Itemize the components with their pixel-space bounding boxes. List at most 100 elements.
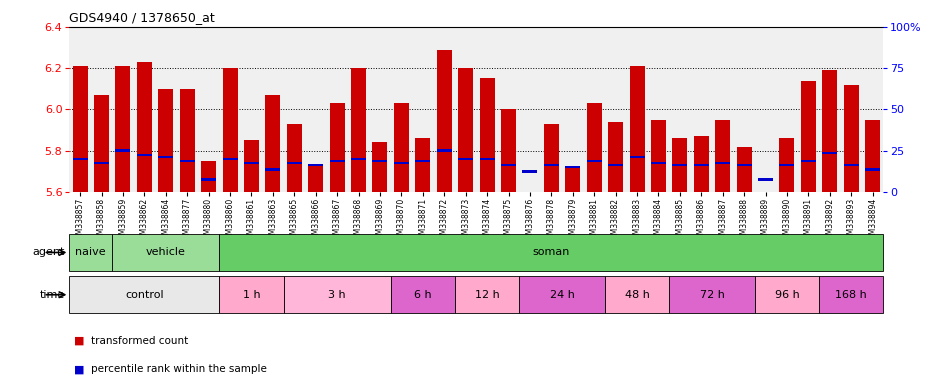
Bar	[437, 149, 451, 152]
Bar	[736, 147, 752, 192]
Bar	[329, 103, 345, 192]
Bar	[586, 103, 601, 192]
Bar	[479, 78, 495, 192]
Bar	[437, 50, 451, 192]
Bar	[158, 156, 173, 158]
Bar	[219, 234, 883, 271]
Bar	[265, 168, 280, 170]
Bar	[116, 66, 130, 192]
Text: 168 h: 168 h	[835, 290, 867, 300]
Bar	[394, 103, 409, 192]
Text: 72 h: 72 h	[699, 290, 724, 300]
Text: time: time	[40, 290, 65, 300]
Bar	[630, 156, 645, 158]
Bar	[608, 164, 623, 166]
Bar	[390, 276, 455, 313]
Bar	[822, 152, 837, 154]
Text: agent: agent	[32, 247, 65, 258]
Bar	[844, 164, 858, 166]
Bar	[865, 120, 881, 192]
Bar	[415, 138, 430, 192]
Bar	[265, 95, 280, 192]
Bar	[287, 162, 302, 164]
Bar	[244, 162, 259, 164]
Bar	[758, 179, 773, 181]
Bar	[116, 149, 130, 152]
Bar	[780, 138, 795, 192]
Bar	[201, 179, 216, 181]
Bar	[158, 89, 173, 192]
Bar	[715, 162, 730, 164]
Bar	[780, 164, 795, 166]
Text: vehicle: vehicle	[146, 247, 186, 258]
Text: transformed count: transformed count	[91, 336, 188, 346]
Bar	[672, 164, 687, 166]
Text: control: control	[125, 290, 164, 300]
Bar	[715, 120, 730, 192]
Bar	[394, 162, 409, 164]
Text: 3 h: 3 h	[328, 290, 346, 300]
Bar	[308, 164, 323, 166]
Bar	[801, 160, 816, 162]
Bar	[137, 62, 152, 192]
Bar	[137, 154, 152, 156]
Bar	[544, 164, 559, 166]
Text: soman: soman	[533, 247, 570, 258]
Bar	[565, 166, 580, 169]
Bar	[630, 66, 645, 192]
Text: 1 h: 1 h	[242, 290, 260, 300]
Bar	[651, 120, 666, 192]
Bar	[329, 160, 345, 162]
Text: percentile rank within the sample: percentile rank within the sample	[91, 364, 266, 374]
Bar	[455, 276, 519, 313]
Bar	[373, 142, 388, 192]
Bar	[736, 164, 752, 166]
Bar	[605, 276, 669, 313]
Bar	[694, 136, 709, 192]
Text: 24 h: 24 h	[549, 290, 574, 300]
Bar	[179, 160, 194, 162]
Text: 48 h: 48 h	[624, 290, 649, 300]
Bar	[608, 122, 623, 192]
Bar	[479, 158, 495, 160]
Bar	[519, 276, 605, 313]
Bar	[69, 234, 112, 271]
Bar	[523, 192, 537, 207]
Bar	[72, 158, 88, 160]
Bar	[694, 164, 709, 166]
Bar	[758, 192, 773, 213]
Bar	[501, 109, 516, 192]
Bar	[223, 158, 238, 160]
Bar	[822, 70, 837, 192]
Bar	[373, 160, 388, 162]
Bar	[415, 160, 430, 162]
Bar	[458, 68, 474, 192]
Bar	[523, 170, 537, 172]
Text: naive: naive	[76, 247, 106, 258]
Bar	[352, 68, 366, 192]
Bar	[586, 160, 601, 162]
Bar	[112, 234, 219, 271]
Text: ■: ■	[74, 336, 84, 346]
Bar	[72, 66, 88, 192]
Bar	[755, 276, 820, 313]
Bar	[94, 95, 109, 192]
Bar	[219, 276, 284, 313]
Bar	[565, 167, 580, 192]
Bar	[223, 68, 238, 192]
Bar	[501, 164, 516, 166]
Bar	[672, 138, 687, 192]
Text: ■: ■	[74, 364, 84, 374]
Bar	[669, 276, 755, 313]
Text: 96 h: 96 h	[774, 290, 799, 300]
Bar	[544, 124, 559, 192]
Bar	[308, 165, 323, 192]
Bar	[179, 89, 194, 192]
Bar	[94, 162, 109, 164]
Bar	[287, 124, 302, 192]
Bar	[865, 168, 881, 170]
Bar	[801, 81, 816, 192]
Bar	[844, 85, 858, 192]
Bar	[244, 141, 259, 192]
Bar	[284, 276, 390, 313]
